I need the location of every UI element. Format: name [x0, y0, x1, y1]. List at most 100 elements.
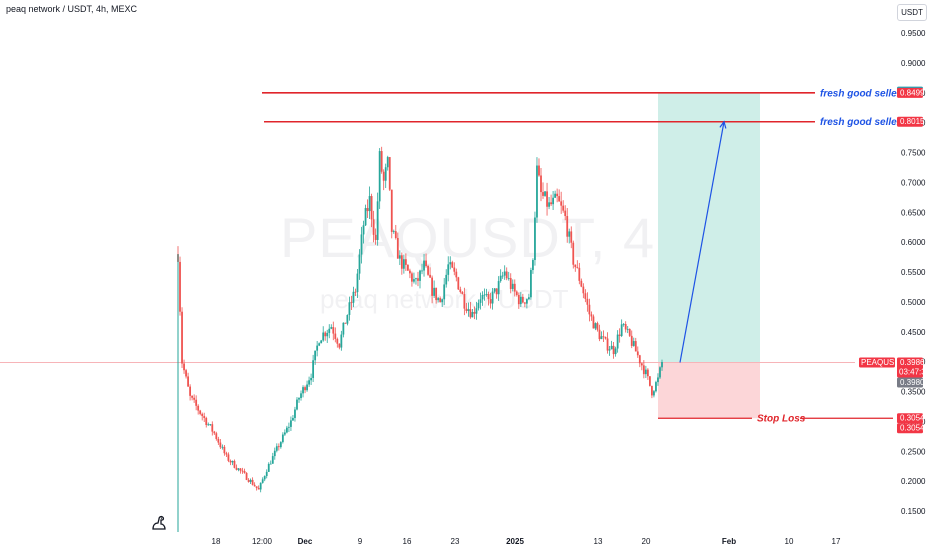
candle-body — [548, 202, 550, 207]
candle-body — [610, 345, 613, 350]
candle-body — [211, 424, 214, 432]
candle-body — [259, 482, 262, 490]
candle-body — [463, 294, 466, 309]
candle-body — [320, 340, 323, 344]
candle-body — [538, 165, 540, 176]
candle-body — [628, 328, 631, 336]
candle-body — [247, 479, 250, 482]
candle-body — [534, 217, 536, 261]
candle-body — [312, 360, 315, 378]
candle-body — [473, 312, 476, 314]
currency-button[interactable]: USDT — [897, 4, 927, 21]
candle-body — [620, 324, 623, 336]
candle-body — [596, 323, 599, 330]
symbol-tag-label: PEAQUSDT — [861, 358, 905, 367]
candle-body — [318, 343, 321, 346]
candle-body — [227, 454, 230, 461]
candle-body — [501, 275, 504, 277]
x-tick-label: 16 — [403, 537, 412, 546]
candle-body — [475, 308, 478, 314]
candle-body — [179, 261, 181, 312]
candle-body — [532, 260, 534, 271]
candle-body — [231, 460, 234, 463]
candle-body — [386, 157, 389, 168]
candle-body — [608, 349, 611, 351]
x-tick-label: 13 — [594, 537, 603, 546]
candle-body — [364, 208, 367, 226]
low-price-tag — [897, 377, 923, 388]
candle-body — [376, 201, 379, 240]
candle-body — [221, 446, 224, 448]
candle-body — [183, 363, 185, 371]
candle-body — [588, 304, 591, 315]
candle-body — [205, 417, 208, 426]
y-tick-label: 0.6500 — [901, 208, 926, 217]
candle-body — [390, 189, 393, 232]
candle-body — [251, 479, 254, 485]
countdown-label: 03:47:32 — [899, 368, 931, 377]
candle-body — [326, 332, 329, 337]
stop-zone — [658, 362, 760, 419]
candle-body — [455, 271, 458, 278]
candle-body — [233, 460, 236, 468]
candle-body — [479, 299, 482, 303]
candle-body — [223, 446, 226, 454]
candle-body — [257, 487, 260, 490]
candle-body — [457, 277, 460, 290]
candle-body — [649, 376, 651, 386]
price-tag — [897, 413, 923, 424]
candle-body — [499, 275, 502, 282]
candle-body — [294, 409, 296, 418]
candle-body — [435, 287, 438, 301]
y-tick-label: 0.4500 — [901, 328, 926, 337]
price-tag-label: 0.3054 — [900, 414, 925, 423]
candle-body — [429, 274, 431, 278]
candle-body — [638, 355, 641, 364]
candle-body — [651, 385, 653, 396]
candle-body — [423, 260, 425, 271]
candle-body — [515, 291, 518, 295]
candle-body — [271, 456, 274, 464]
candle-body — [372, 219, 375, 235]
candle-body — [404, 259, 407, 265]
candle-body — [378, 151, 381, 202]
candle-body — [350, 302, 353, 304]
symbol-tag — [859, 357, 895, 368]
y-tick-label: 0.9000 — [901, 59, 926, 68]
candle-body — [441, 299, 444, 303]
candle-body — [521, 296, 524, 303]
candle-body — [574, 264, 577, 268]
candle-body — [189, 386, 191, 396]
low-price-label: 0.3980 — [900, 378, 925, 387]
candle-body — [346, 314, 349, 324]
candle-body — [362, 225, 365, 235]
candle-body — [201, 413, 204, 417]
candle-body — [314, 350, 317, 361]
candle-body — [495, 288, 498, 295]
candle-body — [213, 431, 216, 434]
candle-body — [471, 312, 474, 318]
candle-body — [277, 446, 280, 448]
price-tag — [897, 87, 923, 98]
candle-body — [330, 327, 333, 329]
candle-body — [281, 434, 284, 443]
candle-body — [290, 420, 292, 427]
candle-body — [439, 298, 442, 303]
candle-body — [219, 442, 222, 448]
candle-body — [576, 267, 579, 268]
candle-body — [417, 278, 419, 281]
candle-body — [481, 295, 484, 300]
candle-body — [237, 468, 240, 470]
candle-body — [636, 351, 639, 356]
candle-body — [513, 283, 516, 292]
candle-body — [509, 278, 512, 289]
candle-body — [358, 254, 361, 274]
candle-body — [507, 278, 510, 279]
candle-body — [380, 151, 383, 172]
candle-body — [485, 294, 488, 295]
candle-body — [427, 266, 429, 275]
candle-body — [487, 294, 490, 300]
candle-body — [368, 196, 371, 212]
candle-body — [562, 205, 565, 211]
